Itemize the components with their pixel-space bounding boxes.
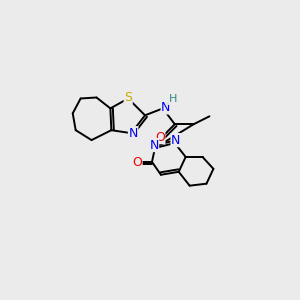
Text: N: N [171, 134, 180, 147]
Text: O: O [132, 156, 142, 170]
Text: N: N [161, 101, 170, 114]
Text: O: O [155, 130, 165, 144]
Text: S: S [124, 91, 132, 104]
Text: N: N [128, 127, 138, 140]
Text: N: N [149, 139, 159, 152]
Text: H: H [169, 94, 177, 104]
